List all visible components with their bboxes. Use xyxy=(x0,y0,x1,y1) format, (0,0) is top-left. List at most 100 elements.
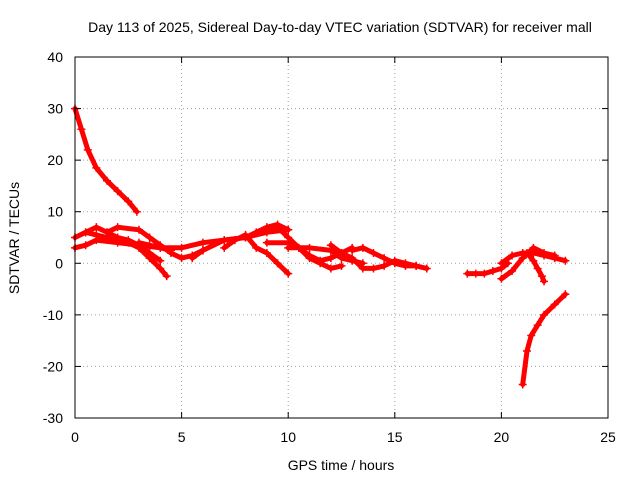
data-point-marker xyxy=(561,256,570,265)
y-tick-label: 30 xyxy=(47,101,63,117)
data-point-marker xyxy=(412,261,421,270)
grid-lines xyxy=(75,57,608,418)
data-point-marker xyxy=(540,310,549,319)
data-point-marker xyxy=(348,246,357,255)
data-point-marker xyxy=(497,274,506,283)
y-tick-label: 20 xyxy=(47,152,63,168)
data-point-marker xyxy=(533,264,542,273)
data-point-marker xyxy=(305,243,314,252)
x-axis-label: GPS time / hours xyxy=(288,457,395,473)
data-point-marker xyxy=(540,277,549,286)
y-tick-label: 40 xyxy=(47,49,63,65)
data-point-marker xyxy=(533,321,542,330)
data-point-marker xyxy=(463,269,472,278)
data-point-marker xyxy=(316,256,325,265)
axis-ticks: 0 5 10 15 20 25 -30 -20 -10 0 10 20 30 40 xyxy=(43,49,616,445)
data-point-marker xyxy=(537,272,546,281)
data-point-marker xyxy=(220,243,229,252)
data-point-marker xyxy=(540,248,549,257)
data-point-marker xyxy=(369,264,378,273)
data-point-marker xyxy=(480,269,489,278)
data-point-marker xyxy=(273,259,282,268)
series-arc-18 xyxy=(518,290,570,389)
data-point-marker xyxy=(284,243,293,252)
x-tick-label: 0 xyxy=(71,429,79,445)
data-point-marker xyxy=(358,243,367,252)
data-point-marker xyxy=(326,254,335,263)
series-arc-17 xyxy=(522,248,549,286)
data-point-marker xyxy=(518,380,527,389)
data-point-marker xyxy=(102,228,111,237)
data-point-marker xyxy=(102,176,111,185)
data-point-marker xyxy=(230,236,239,245)
data-point-marker xyxy=(522,346,531,355)
data-point-marker xyxy=(262,225,271,234)
data-point-marker xyxy=(177,254,186,263)
data-point-marker xyxy=(550,251,559,260)
data-point-marker xyxy=(124,236,133,245)
series-arc-13 xyxy=(348,243,431,273)
data-point-marker xyxy=(92,223,101,232)
x-tick-label: 10 xyxy=(280,429,296,445)
data-point-marker xyxy=(198,238,207,247)
data-point-marker xyxy=(252,243,261,252)
data-point-marker xyxy=(401,261,410,270)
data-point-marker xyxy=(471,269,480,278)
y-tick-label: -30 xyxy=(43,410,63,426)
data-point-marker xyxy=(527,331,536,340)
chart-title: Day 113 of 2025, Sidereal Day-to-day VTE… xyxy=(88,19,592,35)
data-point-marker xyxy=(358,264,367,273)
data-point-marker xyxy=(241,233,250,242)
data-point-marker xyxy=(156,256,165,265)
y-tick-label: 0 xyxy=(55,255,63,271)
data-point-marker xyxy=(162,272,171,281)
data-point-marker xyxy=(113,187,122,196)
data-point-marker xyxy=(561,290,570,299)
data-point-marker xyxy=(550,300,559,309)
data-point-marker xyxy=(508,267,517,276)
data-point-marker xyxy=(337,248,346,257)
data-point-marker xyxy=(348,254,357,263)
data-point-marker xyxy=(145,233,154,242)
data-series xyxy=(71,104,570,389)
data-point-marker xyxy=(508,251,517,260)
data-point-marker xyxy=(273,223,282,232)
y-tick-label: -10 xyxy=(43,307,63,323)
x-tick-label: 5 xyxy=(178,429,186,445)
data-point-marker xyxy=(326,241,335,250)
data-point-marker xyxy=(145,241,154,250)
y-tick-label: 10 xyxy=(47,204,63,220)
data-point-marker xyxy=(518,254,527,263)
data-point-marker xyxy=(134,238,143,247)
data-point-marker xyxy=(529,256,538,265)
data-point-marker xyxy=(124,197,133,206)
y-axis-label: SDTVAR / TECUs xyxy=(6,182,22,294)
data-point-marker xyxy=(92,163,101,172)
data-point-marker xyxy=(422,264,431,273)
data-point-marker xyxy=(113,223,122,232)
data-point-marker xyxy=(156,243,165,252)
y-tick-label: -20 xyxy=(43,358,63,374)
data-point-marker xyxy=(83,145,92,154)
data-point-marker xyxy=(488,267,497,276)
data-point-marker xyxy=(156,264,165,273)
plot-frame xyxy=(74,56,609,419)
x-tick-label: 25 xyxy=(600,429,616,445)
data-point-marker xyxy=(188,254,197,263)
data-point-marker xyxy=(177,243,186,252)
data-point-marker xyxy=(81,241,90,250)
data-point-marker xyxy=(262,238,271,247)
series-arc-14 xyxy=(463,259,512,278)
data-point-marker xyxy=(529,243,538,252)
data-point-marker xyxy=(166,248,175,257)
data-point-marker xyxy=(198,246,207,255)
data-point-marker xyxy=(220,236,229,245)
series-line xyxy=(72,106,140,215)
data-point-marker xyxy=(337,261,346,270)
data-point-marker xyxy=(92,236,101,245)
x-tick-label: 15 xyxy=(387,429,403,445)
x-tick-label: 20 xyxy=(494,429,510,445)
data-point-marker xyxy=(113,233,122,242)
series-arc-1 xyxy=(71,104,141,216)
